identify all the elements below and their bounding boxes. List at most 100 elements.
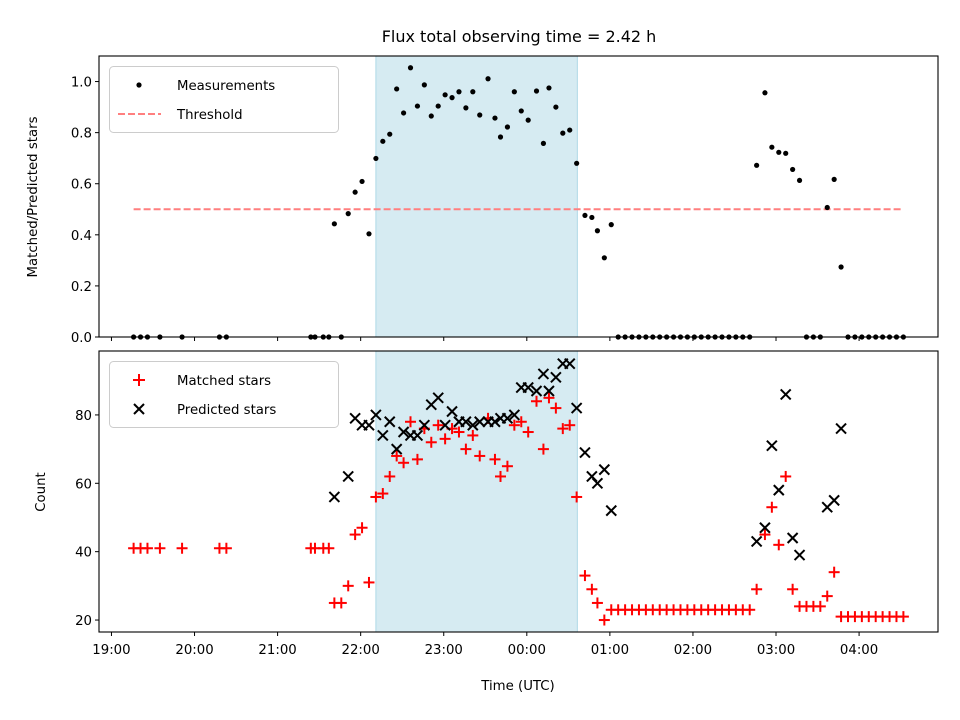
matched-legend-marker bbox=[133, 374, 145, 386]
measurement-point bbox=[831, 176, 837, 182]
matched-star-point bbox=[571, 491, 583, 503]
x-tick-label: 20:00 bbox=[175, 643, 213, 658]
measurement-point bbox=[380, 138, 386, 144]
predicted-star-point bbox=[564, 357, 576, 370]
bottom-y-ticks: 20 40 60 80 bbox=[75, 409, 99, 629]
measurement-point bbox=[414, 103, 421, 109]
measurement-point bbox=[470, 89, 476, 95]
measurement-point bbox=[790, 166, 796, 173]
matched-star-point bbox=[349, 529, 361, 541]
matched-star-point bbox=[515, 416, 527, 428]
x-tick-label: 03:00 bbox=[757, 643, 795, 658]
matched-star-point bbox=[460, 443, 472, 455]
measurement-point bbox=[463, 105, 469, 111]
measurement-point bbox=[574, 160, 580, 166]
measurement-point bbox=[546, 85, 552, 91]
y-tick-label: 20 bbox=[75, 614, 92, 629]
x-tick-label: 22:00 bbox=[342, 643, 380, 658]
predicted-star-point bbox=[773, 484, 785, 496]
matched-star-point bbox=[550, 402, 562, 414]
matched-star-point bbox=[474, 450, 486, 462]
measurement-point bbox=[352, 189, 358, 195]
predicted-star-point bbox=[384, 416, 396, 428]
predicted-star-point bbox=[766, 439, 778, 452]
top-axes: 0.0 0.2 0.4 0.6 0.8 1.0 Matched/Predicted sta… bbox=[26, 55, 939, 346]
y-tick-label: 0.8 bbox=[71, 127, 92, 142]
matched-star-point bbox=[591, 597, 603, 609]
measurement-point bbox=[601, 255, 607, 261]
measurement-point bbox=[762, 90, 768, 96]
top-axes-frame bbox=[98, 55, 939, 338]
predicted-star-point bbox=[342, 470, 354, 483]
predicted-star-point bbox=[750, 535, 763, 548]
measurement-point bbox=[359, 178, 365, 185]
predicted-star-point bbox=[467, 419, 479, 431]
measurement-point bbox=[567, 127, 573, 133]
bottom-axes: 20 40 60 80 19:00 20:00 21:00 22:00 23:00 00:00 0… bbox=[34, 350, 939, 694]
measurement-point bbox=[345, 211, 351, 217]
predicted-star-point bbox=[489, 416, 501, 428]
legend-predicted-stars: Predicted stars bbox=[177, 403, 276, 418]
predicted-star-point bbox=[474, 416, 486, 428]
matched-star-point bbox=[814, 600, 826, 612]
legend-matched-stars: Matched stars bbox=[177, 374, 271, 389]
y-tick-label: 0.4 bbox=[71, 229, 92, 244]
measurement-point bbox=[796, 177, 803, 184]
x-tick-label: 02:00 bbox=[674, 643, 712, 658]
measurement-point bbox=[400, 110, 407, 116]
matched-star-point bbox=[141, 542, 153, 554]
y-tick-label: 40 bbox=[75, 546, 92, 561]
matched-stars-points bbox=[128, 392, 909, 626]
predicted-star-point bbox=[390, 443, 403, 455]
matched-star-point bbox=[220, 542, 232, 554]
measurement-point bbox=[518, 108, 524, 114]
matched-star-point bbox=[598, 614, 610, 626]
measurement-point bbox=[449, 95, 455, 101]
x-tick-label: 01:00 bbox=[591, 643, 629, 658]
matched-star-point bbox=[751, 583, 763, 595]
top-y-axis-label: Matched/Predicted stars bbox=[26, 116, 41, 277]
matched-star-point bbox=[564, 419, 576, 431]
matched-star-point bbox=[323, 542, 335, 554]
predicted-star-point bbox=[605, 504, 617, 517]
predicted-star-point bbox=[328, 491, 341, 503]
x-tick-label: 21:00 bbox=[258, 643, 296, 658]
predicted-star-point bbox=[759, 522, 771, 534]
measurement-point bbox=[540, 140, 547, 146]
matched-star-point bbox=[405, 416, 417, 428]
predicted-star-point bbox=[446, 405, 458, 418]
legend-threshold: Threshold bbox=[176, 108, 243, 123]
measurement-point bbox=[442, 92, 448, 98]
predicted-star-point bbox=[835, 422, 847, 435]
matched-star-point bbox=[766, 501, 778, 513]
measurement-point bbox=[553, 104, 559, 110]
predicted-star-point bbox=[543, 385, 555, 397]
measurement-point bbox=[838, 264, 844, 270]
matched-star-point bbox=[489, 453, 501, 465]
predicted-star-point bbox=[570, 402, 583, 414]
predicted-star-point bbox=[522, 381, 534, 394]
measurement-point bbox=[435, 103, 441, 109]
matched-star-point bbox=[821, 590, 833, 602]
predicted-star-point bbox=[370, 409, 382, 421]
measurement-point bbox=[533, 88, 540, 94]
matched-star-point bbox=[537, 443, 549, 455]
matched-star-point bbox=[384, 470, 396, 482]
measurement-point bbox=[589, 214, 595, 221]
measurement-point bbox=[456, 89, 462, 95]
measurement-point bbox=[394, 86, 400, 92]
bottom-x-ticks: 19:00 20:00 21:00 22:00 23:00 00:00 01:00 02:00… bbox=[92, 632, 878, 658]
matched-star-point bbox=[335, 597, 347, 609]
matched-star-point bbox=[425, 436, 437, 448]
y-tick-label: 80 bbox=[75, 409, 92, 424]
observing-window bbox=[375, 55, 578, 338]
predicted-star-point bbox=[537, 368, 550, 380]
predicted-star-point bbox=[411, 429, 424, 442]
y-tick-label: 0.2 bbox=[71, 280, 92, 295]
top-legend: Measurements Threshold bbox=[109, 66, 339, 133]
matched-star-point bbox=[453, 426, 465, 438]
matched-star-point bbox=[828, 566, 840, 578]
matched-star-point bbox=[773, 539, 785, 551]
measurement-point bbox=[824, 204, 830, 211]
